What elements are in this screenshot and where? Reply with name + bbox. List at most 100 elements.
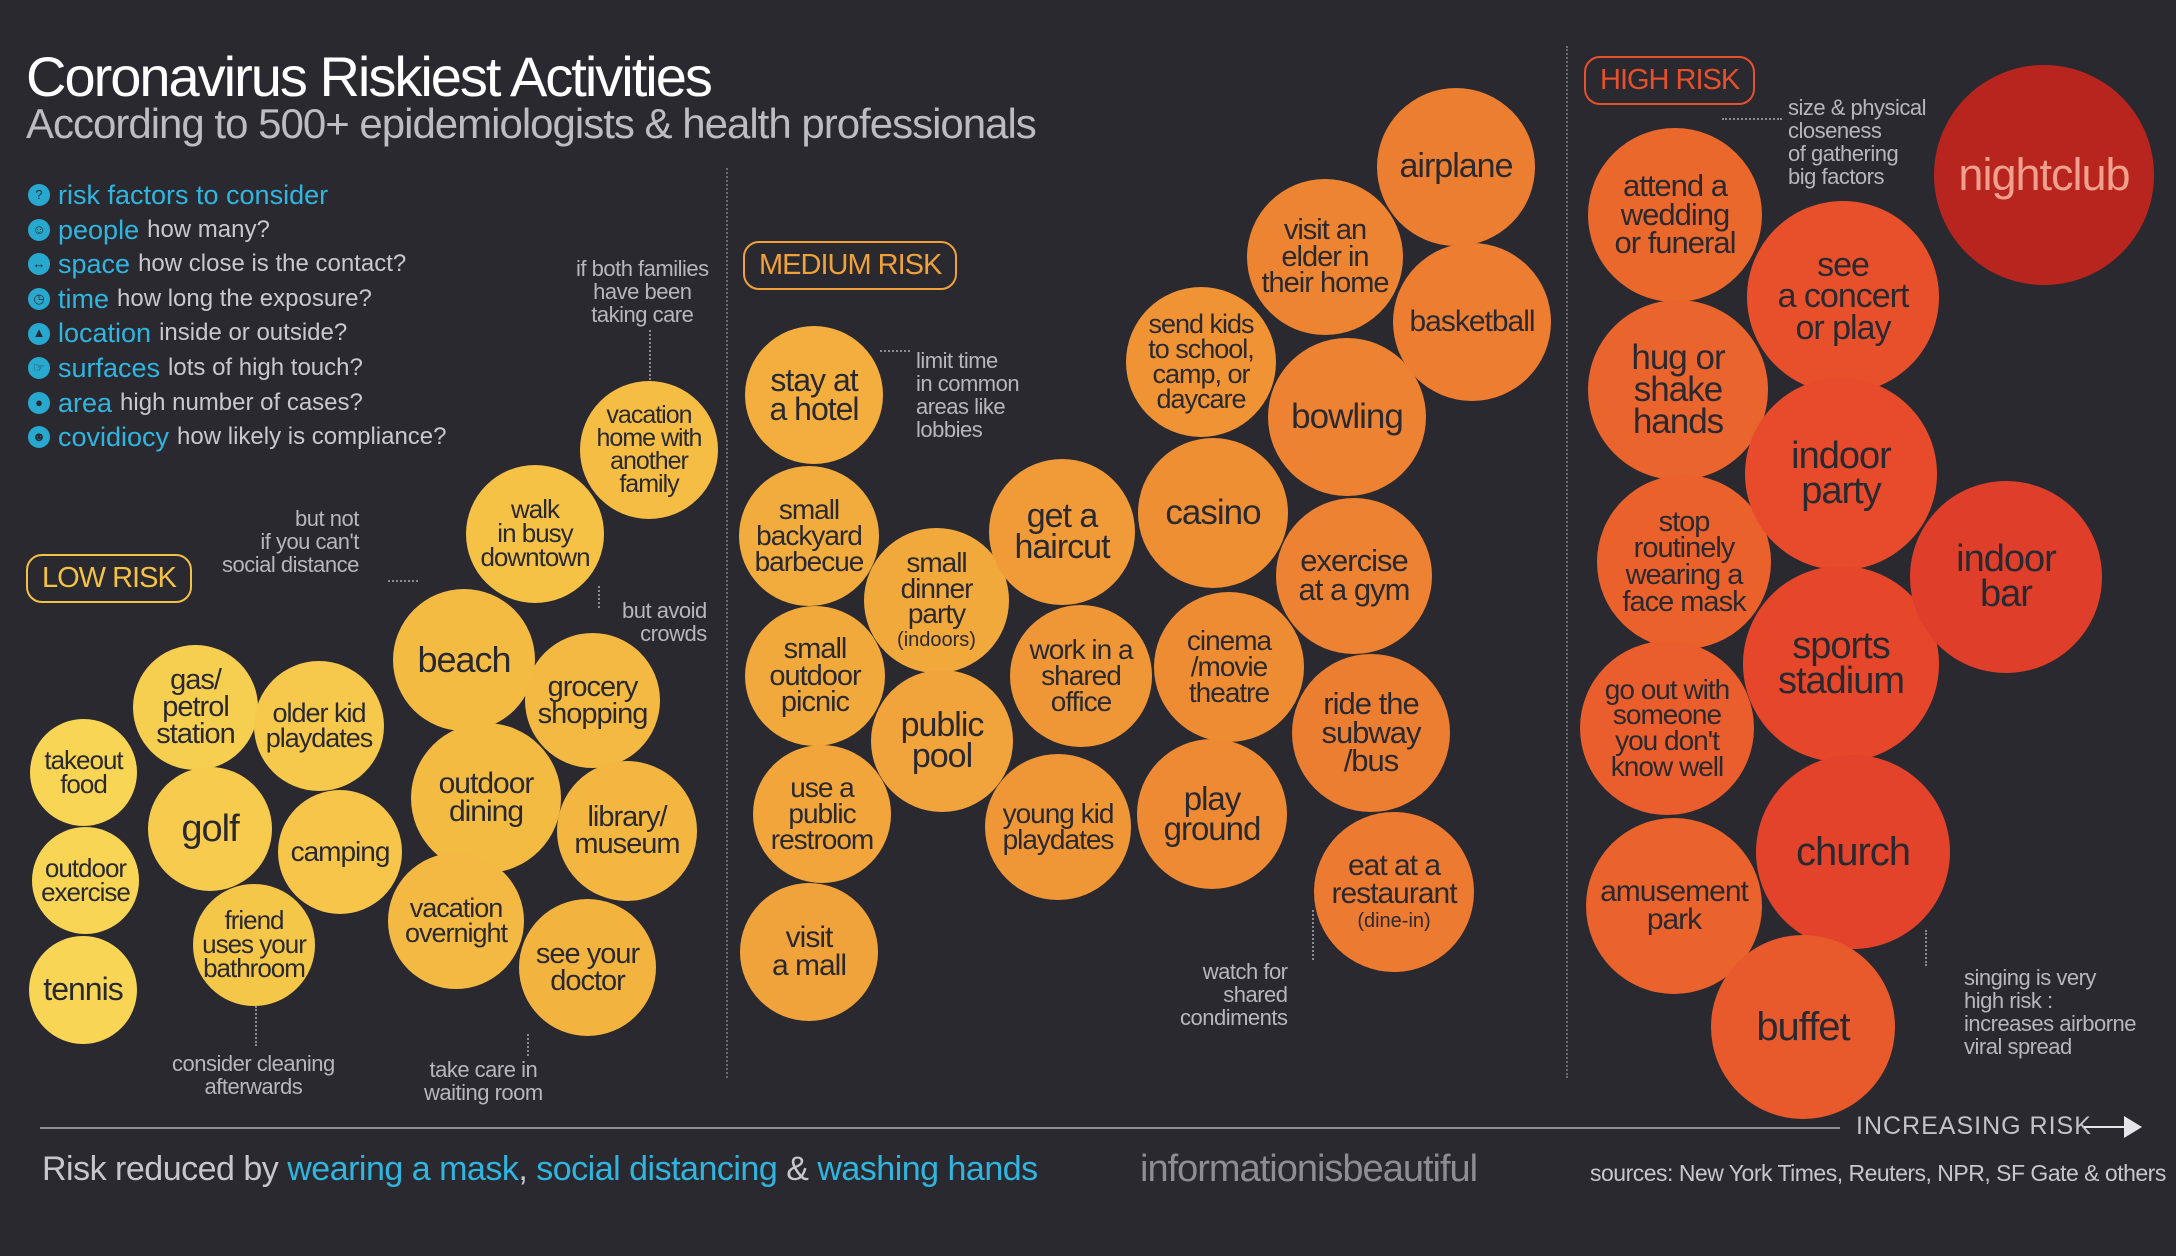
note-social-distance: but not if you can't social distance — [222, 506, 359, 577]
bubble-friend-bathroom: friend uses your bathroom — [193, 884, 315, 1006]
bubble-outdoor-picnic: small outdoor picnic — [745, 606, 885, 746]
bubble-tennis: tennis — [29, 936, 137, 1044]
bubble-bowling: bowling — [1268, 338, 1426, 496]
bubble-golf: golf — [148, 767, 272, 891]
bubble-airplane: airplane — [1377, 88, 1535, 246]
note-singing: singing is very high risk : increases ai… — [1964, 965, 2136, 1059]
bubble-subway: ride the subway /bus — [1292, 654, 1450, 812]
risk-factors-heading: ? risk factors to consider — [28, 178, 447, 213]
bubble-casino: casino — [1138, 438, 1288, 588]
bubble-public-restroom: use a public restroom — [753, 745, 891, 883]
leader-condiments — [1312, 910, 1314, 960]
leader-waiting-room — [527, 1034, 529, 1056]
bubble-young-kid-playdates: young kid playdates — [985, 754, 1131, 900]
bubble-beach: beach — [393, 589, 535, 731]
brand-logo: informationisbeautiful — [1140, 1148, 1478, 1190]
people-icon: ☺ — [28, 218, 50, 241]
arrow-right-icon — [2124, 1116, 2142, 1138]
page-subtitle: According to 500+ epidemiologists & heal… — [26, 100, 1037, 147]
bubble-face-mask: stop routinely wearing a face mask — [1597, 475, 1771, 649]
leader-limit-time — [880, 350, 910, 352]
bubble-outdoor-dining: outdoor dining — [411, 723, 561, 873]
washing-advice: washing hands — [817, 1150, 1038, 1188]
low-risk-badge: LOW RISK — [26, 554, 192, 603]
bubble-go-out: go out with someone you don't know well — [1580, 641, 1754, 815]
bubble-gas-station: gas/ petrol station — [133, 645, 258, 770]
bubble-visit-elder: visit an elder in their home — [1247, 179, 1403, 335]
note-cleaning: consider cleaning afterwards — [172, 1051, 335, 1099]
medium-high-divider — [1566, 46, 1568, 1078]
bubble-indoor-party: indoor party — [1745, 378, 1937, 570]
bubble-amusement-park: amusement park — [1586, 818, 1762, 994]
medium-risk-badge: MEDIUM RISK — [743, 241, 958, 290]
bubble-camping: camping — [278, 790, 402, 914]
info-icon: ? — [28, 184, 50, 207]
factor-area: ● area high number of cases? — [28, 386, 447, 421]
page-title: Coronavirus Riskiest Activities — [26, 45, 713, 108]
bubble-sports-stadium: sports stadium — [1743, 566, 1939, 762]
leader-gathering — [1722, 118, 1782, 120]
sources-text: sources: New York Times, Reuters, NPR, S… — [1590, 1160, 2166, 1186]
mask-advice: wearing a mask — [287, 1150, 519, 1188]
note-condiments: watch for shared condiments — [1180, 959, 1288, 1030]
bubble-see-doctor: see your doctor — [519, 899, 656, 1036]
footer-advice: Risk reduced by wearing a mask, social d… — [42, 1150, 1038, 1188]
note-limit-time: limit time in common areas like lobbies — [916, 348, 1020, 442]
risk-factors-list: ? risk factors to consider ☺ people how … — [28, 178, 447, 455]
bubble-stay-hotel: stay at a hotel — [745, 326, 883, 464]
bubble-restaurant: eat at a restaurant (dine-in) — [1314, 812, 1474, 972]
bubble-playground: play ground — [1137, 739, 1287, 889]
bubble-walk-downtown: walk in busy downtown — [466, 465, 604, 603]
high-risk-badge: HIGH RISK — [1584, 56, 1756, 105]
distancing-advice: social distancing — [536, 1150, 778, 1188]
globe-icon: ● — [28, 391, 50, 414]
head-icon: ☻ — [28, 426, 50, 449]
factor-covidiocy: ☻ covidiocy how likely is compliance? — [28, 420, 447, 455]
bubble-older-kid-playdates: older kid playdates — [254, 661, 384, 791]
bubble-hug: hug or shake hands — [1588, 300, 1768, 480]
bubble-public-pool: public pool — [871, 670, 1013, 812]
bubble-grocery-shopping: grocery shopping — [525, 633, 660, 768]
space-icon: ↔ — [28, 253, 50, 276]
bubble-send-kids-school: send kids to school, camp, or daycare — [1126, 287, 1276, 437]
bubble-vacation-family: vacation home with another family — [580, 381, 718, 519]
bubble-nightclub: nightclub — [1934, 65, 2154, 285]
bubble-indoor-bar: indoor bar — [1910, 481, 2102, 673]
bubble-vacation-overnight: vacation overnight — [388, 853, 524, 989]
leader-singing — [1925, 930, 1927, 966]
leader-both-families — [649, 330, 651, 380]
leader-cleaning — [255, 1006, 257, 1046]
factor-surfaces: ☞ surfaces lots of high touch? — [28, 351, 447, 386]
note-avoid-crowds: but avoid crowds — [622, 598, 707, 646]
bubble-church: church — [1756, 755, 1950, 949]
risk-axis-label: INCREASING RISK — [1856, 1112, 2092, 1140]
location-icon: ▲ — [28, 322, 50, 345]
risk-axis-line — [40, 1127, 1840, 1129]
hand-icon: ☞ — [28, 357, 50, 380]
bubble-haircut: get a haircut — [989, 459, 1135, 605]
note-both-families: if both families have been taking care — [576, 256, 709, 327]
factor-people: ☺ people how many? — [28, 213, 447, 248]
bubble-shared-office: work in a shared office — [1010, 605, 1152, 747]
factor-time: ◷ time how long the exposure? — [28, 282, 447, 317]
factor-space: ↔ space how close is the contact? — [28, 247, 447, 282]
factor-location: ▲ location inside or outside? — [28, 316, 447, 351]
low-medium-divider — [726, 168, 728, 1078]
bubble-buffet: buffet — [1711, 935, 1895, 1119]
bubble-library-museum: library/ museum — [557, 761, 697, 901]
bubble-dinner-party: small dinner party (indoors) — [864, 528, 1009, 673]
note-waiting-room: take care in waiting room — [424, 1057, 543, 1105]
leader-social-distance — [388, 580, 418, 582]
bubble-outdoor-exercise: outdoor exercise — [32, 827, 139, 934]
leader-avoid-crowds — [598, 586, 600, 608]
bubble-concert: see a concert or play — [1747, 201, 1939, 393]
bubble-backyard-bbq: small backyard barbecue — [739, 466, 879, 606]
bubble-cinema: cinema /movie theatre — [1154, 592, 1304, 742]
arrow-shaft — [2084, 1126, 2126, 1128]
bubble-wedding: attend a wedding or funeral — [1588, 128, 1762, 302]
bubble-basketball: basketball — [1393, 243, 1551, 401]
bubble-visit-mall: visit a mall — [740, 883, 878, 1021]
bubble-takeout-food: takeout food — [30, 719, 137, 826]
note-gathering: size & physical closeness of gathering b… — [1788, 95, 1927, 189]
bubble-gym: exercise at a gym — [1276, 498, 1432, 654]
